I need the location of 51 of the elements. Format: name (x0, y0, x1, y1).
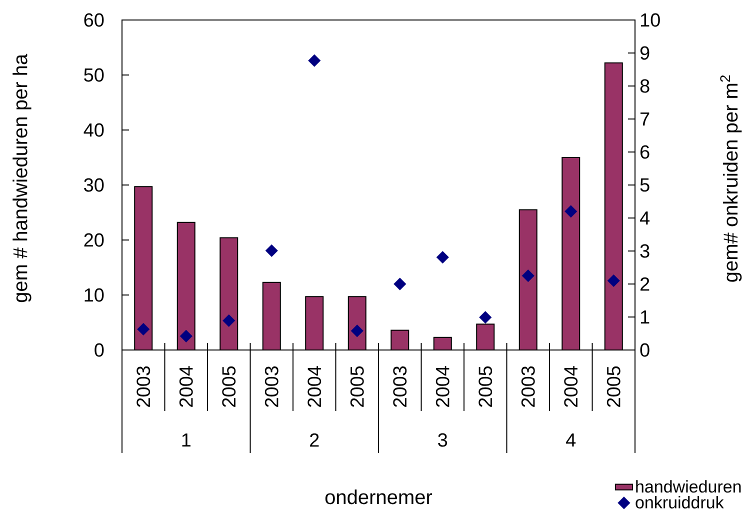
y-tick-label: 0 (94, 343, 104, 357)
x-tick-label: 2003 (393, 366, 407, 407)
point (222, 314, 236, 327)
y2-tick-label: 0 (640, 343, 650, 357)
legend-label: handwieduren (636, 480, 741, 493)
y-tick-label: 20 (84, 233, 104, 247)
y2-axis-title: gem# onkruiden per m$^{2}$ (720, 75, 742, 282)
point (522, 269, 534, 282)
point (180, 330, 192, 342)
point (350, 324, 364, 338)
y-tick-label: 30 (84, 178, 104, 192)
x-tick-label: 2003 (264, 366, 278, 407)
x-tick-label: 2004 (179, 366, 193, 407)
point (394, 278, 406, 290)
point (479, 311, 492, 324)
y2-tick-label: 4 (640, 211, 650, 225)
y-tick-label: 10 (84, 288, 104, 302)
text: 3 (438, 433, 448, 447)
y2-tick-label: 2 (640, 277, 650, 291)
point (137, 322, 150, 336)
legend-label: onkruiddruk (636, 496, 724, 508)
y2-tick-label: 8 (640, 79, 650, 93)
x-tick-label: 2005 (350, 366, 364, 407)
point (436, 250, 449, 264)
y-tick-label: 50 (84, 68, 104, 82)
y-tick-label: 60 (84, 13, 104, 27)
point (564, 205, 578, 218)
x-tick-label: 2005 (222, 366, 236, 407)
x-tick-label: 2004 (436, 366, 450, 407)
y-tick-label: 40 (84, 123, 104, 137)
y2-tick-label: 7 (640, 112, 650, 126)
x-tick-label: 2003 (521, 366, 535, 407)
point (308, 54, 321, 67)
point (265, 244, 278, 257)
x-tick-label: 2005 (478, 366, 492, 407)
text: 2 (310, 433, 319, 447)
y2-tick-label: 1 (640, 310, 650, 324)
x-tick-label: 2004 (564, 366, 578, 407)
x-tick-label: 2003 (136, 366, 150, 407)
point (607, 274, 620, 287)
x-axis-title: ondernemer (325, 490, 432, 504)
y-axis-title: gem # handwieduren per ha (12, 54, 32, 302)
x-tick-label: 2004 (308, 366, 322, 407)
y2-tick-label: 10 (640, 13, 660, 27)
text: 1 (182, 433, 190, 447)
y2-tick-label: 5 (640, 178, 650, 192)
text: 4 (566, 433, 576, 447)
y2-tick-label: 3 (640, 244, 650, 258)
x-tick-label: 2005 (606, 366, 620, 407)
y2-tick-label: 6 (640, 145, 650, 159)
y2-tick-label: 9 (640, 46, 650, 60)
